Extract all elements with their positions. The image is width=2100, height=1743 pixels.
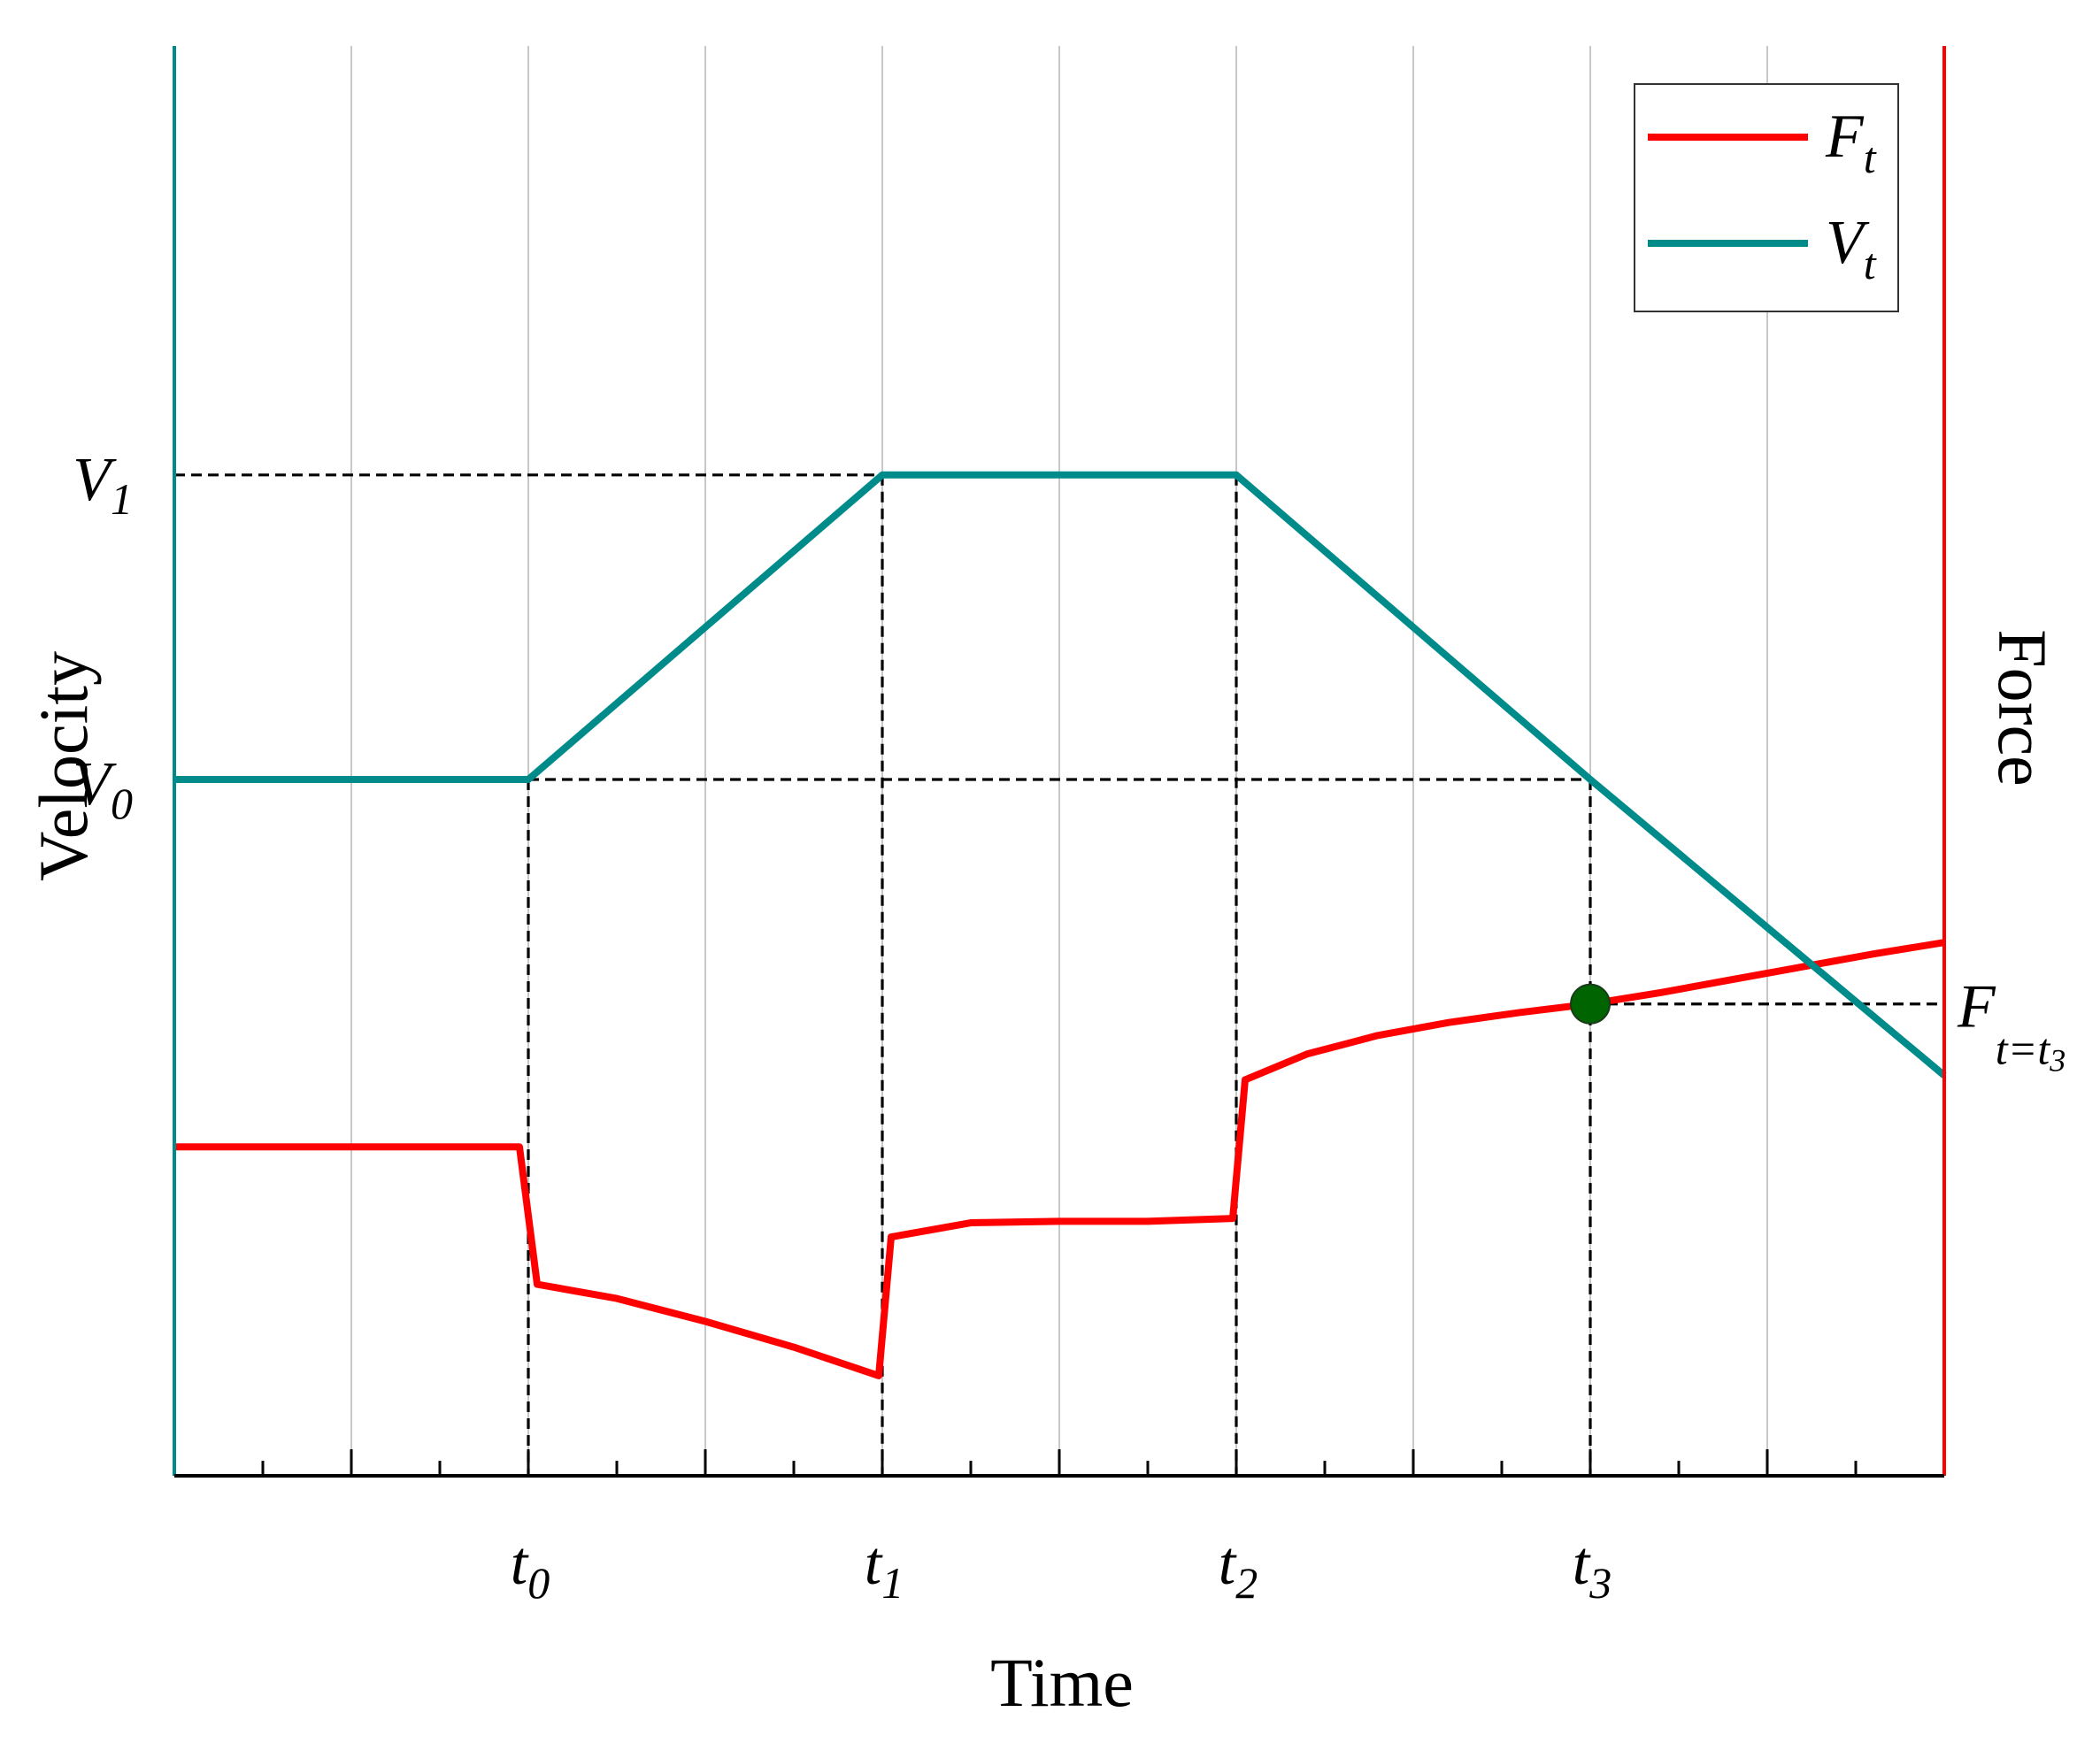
series-ft-line	[174, 939, 1945, 1379]
right-tick-label-f-t3: Ft=t3	[1957, 973, 2065, 1079]
legend: Ft Vt	[1634, 83, 1899, 312]
left-tick-label-V0: V0	[73, 750, 133, 828]
x-axis-label: Time	[990, 1644, 1134, 1721]
ticks	[261, 1449, 1858, 1476]
right-axis-label: Force	[1984, 629, 2061, 787]
tick-labels: t0 t1 t2 t3 V1 V0 Ft=t3	[73, 446, 2065, 1608]
legend-label-vt: Vt	[1826, 209, 1877, 288]
left-tick-label-V1: V1	[73, 446, 133, 524]
left-axis-label: Velocity	[25, 651, 102, 881]
point-marker	[1570, 983, 1611, 1025]
series-vt-line	[174, 471, 1947, 1079]
markers	[1570, 983, 1611, 1025]
x-tick-label-t0: t0	[511, 1530, 550, 1608]
legend-label-ft: Ft	[1825, 103, 1877, 182]
x-tick-label-t2: t2	[1219, 1530, 1258, 1608]
legend-box	[1634, 83, 1899, 312]
x-tick-label-t1: t1	[865, 1530, 904, 1608]
series-lines	[174, 471, 1947, 1379]
x-tick-label-t3: t3	[1573, 1530, 1612, 1608]
grid-lines	[350, 46, 1768, 1476]
